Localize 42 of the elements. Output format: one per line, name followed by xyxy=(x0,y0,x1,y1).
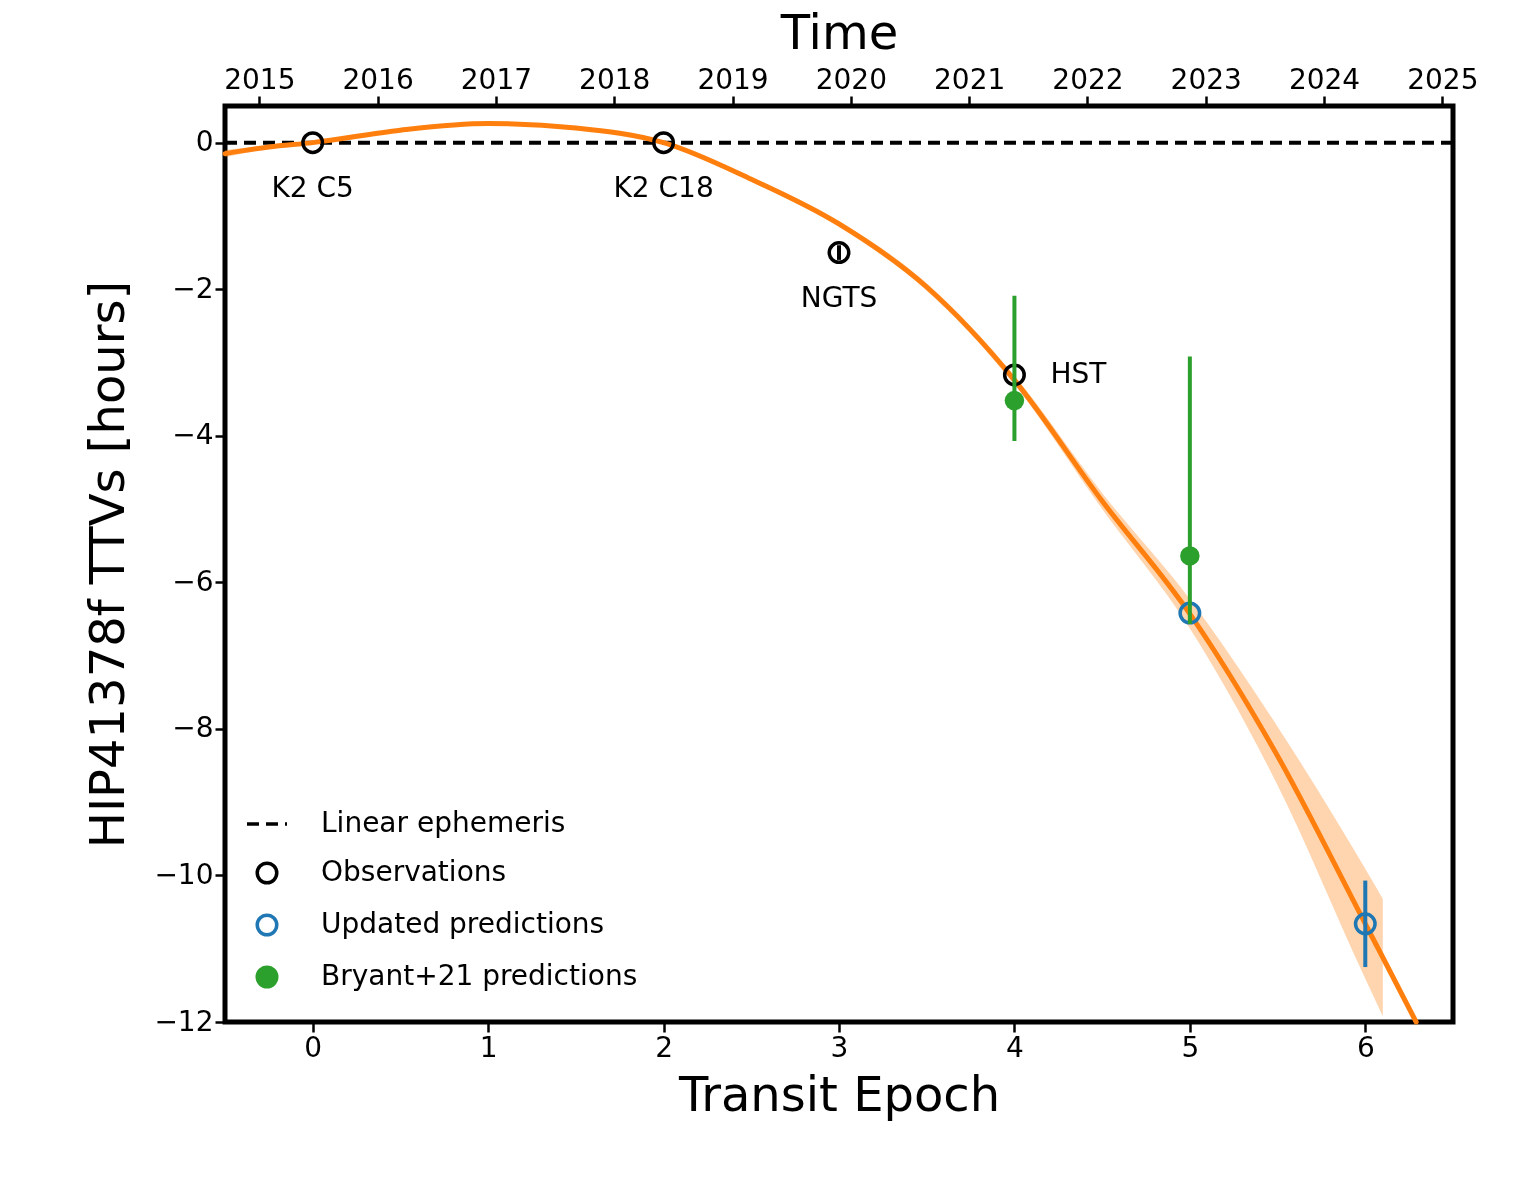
y-tick-label: −2 xyxy=(172,271,214,305)
x2-tick-label: 2018 xyxy=(579,62,651,96)
annotation: HST xyxy=(1050,356,1108,390)
point xyxy=(1353,912,1377,936)
x2-tick-label: 2025 xyxy=(1407,62,1479,96)
x2-tick-label: 2022 xyxy=(1052,62,1124,96)
legend-label: Observations xyxy=(321,855,507,888)
point xyxy=(1180,546,1200,566)
point xyxy=(301,131,325,155)
x2-tick-label: 2019 xyxy=(697,62,769,96)
legend-label: Bryant+21 predictions xyxy=(321,959,638,992)
x-tick-label: 0 xyxy=(304,1030,323,1064)
x-tick-label: 1 xyxy=(479,1030,498,1064)
y-tick-label: −12 xyxy=(154,1004,214,1038)
x2-tick-label: 2016 xyxy=(342,62,414,96)
legend-label: Updated predictions xyxy=(321,907,605,940)
y-tick-label: −6 xyxy=(172,564,214,598)
x2-tick-label: 2021 xyxy=(934,62,1006,96)
x-tick-label: 3 xyxy=(830,1030,849,1064)
point xyxy=(652,131,676,155)
y-tick-label: −4 xyxy=(172,418,214,452)
x-tick-label: 4 xyxy=(1006,1030,1024,1064)
legend-label: Linear ephemeris xyxy=(321,806,566,839)
point xyxy=(1004,390,1025,411)
x-tick-label: 2 xyxy=(655,1030,673,1064)
x2-tick-label: 2015 xyxy=(224,62,296,96)
point xyxy=(827,241,851,265)
y-tick-label: −8 xyxy=(172,711,214,745)
x2-tick-label: 2024 xyxy=(1288,62,1361,96)
x2-tick-label: 2023 xyxy=(1170,62,1242,96)
x-tick-label: 6 xyxy=(1356,1030,1375,1064)
y-tick-label: −10 xyxy=(154,857,214,891)
y-tick-label: 0 xyxy=(195,125,214,159)
annotation: K2 C18 xyxy=(613,170,714,204)
annotation: NGTS xyxy=(800,280,878,314)
annotation: K2 C5 xyxy=(271,170,354,204)
x2-tick-label: 2020 xyxy=(815,62,887,96)
x-tick-label: 5 xyxy=(1181,1030,1200,1064)
x2-axis-title: Time xyxy=(779,3,899,60)
y-axis-title: HIP41378f TTVs [hours] xyxy=(79,280,136,849)
x2-tick-label: 2017 xyxy=(460,62,533,96)
x-axis-title: Transit Epoch xyxy=(677,1065,1001,1122)
